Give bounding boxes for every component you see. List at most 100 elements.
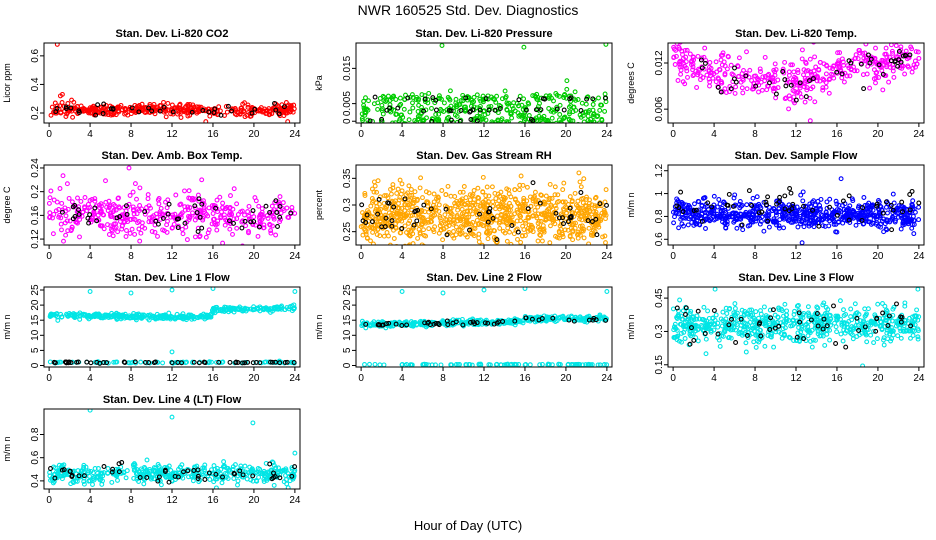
data-point	[87, 212, 93, 218]
data-point	[197, 214, 203, 220]
data-point	[458, 98, 464, 104]
data-point	[485, 221, 491, 227]
data-point	[436, 208, 442, 214]
data-point	[592, 221, 598, 227]
data-point	[774, 219, 780, 225]
data-point	[239, 225, 245, 231]
data-point	[561, 207, 567, 213]
data-point	[893, 43, 899, 49]
data-point	[726, 334, 732, 340]
data-point	[463, 232, 469, 238]
data-point	[216, 104, 222, 110]
data-point	[793, 97, 799, 103]
data-point	[506, 248, 510, 252]
data-point	[434, 124, 438, 128]
data-point	[134, 196, 139, 202]
data-point	[378, 124, 382, 128]
data-point	[431, 321, 437, 327]
data-point	[713, 59, 719, 65]
data-point	[552, 184, 558, 190]
data-point	[92, 196, 98, 202]
data-point	[808, 203, 814, 209]
data-point	[257, 212, 263, 217]
data-point	[399, 112, 405, 118]
data-point	[591, 119, 597, 123]
data-point	[799, 47, 805, 53]
data-point	[715, 214, 721, 219]
data-point	[191, 197, 197, 203]
x-tick-label: 16	[519, 129, 531, 140]
data-point	[471, 188, 477, 193]
data-point	[836, 210, 842, 216]
data-point	[694, 316, 700, 322]
data-point	[844, 73, 850, 79]
data-point	[577, 179, 583, 185]
data-point	[63, 114, 69, 119]
data-point	[803, 203, 808, 209]
data-point	[468, 250, 472, 254]
data-point	[376, 322, 382, 327]
data-point	[451, 229, 456, 234]
data-point	[397, 116, 403, 122]
data-point	[807, 95, 813, 101]
chart-title: Stan. Dev. Amb. Box Temp.	[102, 150, 243, 162]
data-point	[571, 318, 577, 324]
data-point	[514, 247, 518, 251]
data-point	[899, 65, 905, 71]
data-point	[252, 195, 258, 201]
data-point	[436, 202, 442, 208]
data-point	[156, 201, 162, 207]
data-point	[498, 189, 504, 195]
data-point	[454, 119, 460, 123]
data-point	[790, 201, 796, 207]
data-point	[69, 199, 75, 205]
data-point	[824, 62, 829, 68]
data-point	[543, 318, 549, 324]
data-point	[155, 221, 161, 227]
data-point	[283, 110, 289, 116]
data-point	[409, 92, 415, 98]
data-point	[604, 202, 609, 208]
data-point	[512, 187, 518, 193]
data-point	[391, 212, 396, 217]
data-point	[744, 49, 749, 55]
x-tick-label: 12	[790, 251, 802, 262]
data-point	[512, 196, 518, 202]
data-point	[187, 112, 193, 118]
x-tick-label: 8	[440, 129, 446, 140]
data-point	[442, 212, 448, 218]
data-point	[257, 107, 263, 113]
data-point	[759, 214, 765, 220]
data-point	[876, 62, 882, 68]
data-point	[391, 236, 397, 241]
data-point	[739, 222, 745, 228]
data-point	[805, 68, 811, 74]
data-point	[130, 216, 136, 222]
data-point	[192, 203, 198, 209]
data-point	[698, 73, 703, 79]
data-point	[530, 229, 536, 235]
x-tick-label: 20	[872, 251, 884, 262]
data-point	[466, 214, 472, 220]
panel-line3-flow: Stan. Dev. Line 3 Flow 0 4 8 12 16 20 24 0.15 0.3…	[624, 270, 934, 402]
data-point	[407, 197, 413, 203]
data-point	[776, 225, 782, 231]
data-point	[60, 207, 65, 213]
data-point	[128, 216, 134, 222]
data-point	[875, 301, 881, 307]
data-point	[722, 71, 728, 77]
y-axis-label: m/m n	[314, 314, 324, 339]
data-point	[372, 208, 378, 214]
data-point	[377, 219, 383, 225]
data-point	[501, 247, 505, 251]
data-point	[537, 200, 543, 206]
data-point	[782, 193, 788, 199]
data-point	[443, 206, 449, 212]
data-point	[115, 196, 121, 201]
data-point	[736, 74, 742, 79]
x-tick-label: 4	[399, 373, 405, 384]
data-point	[205, 213, 211, 219]
y-tick-label: 0.005	[342, 91, 353, 116]
data-point	[277, 214, 283, 220]
